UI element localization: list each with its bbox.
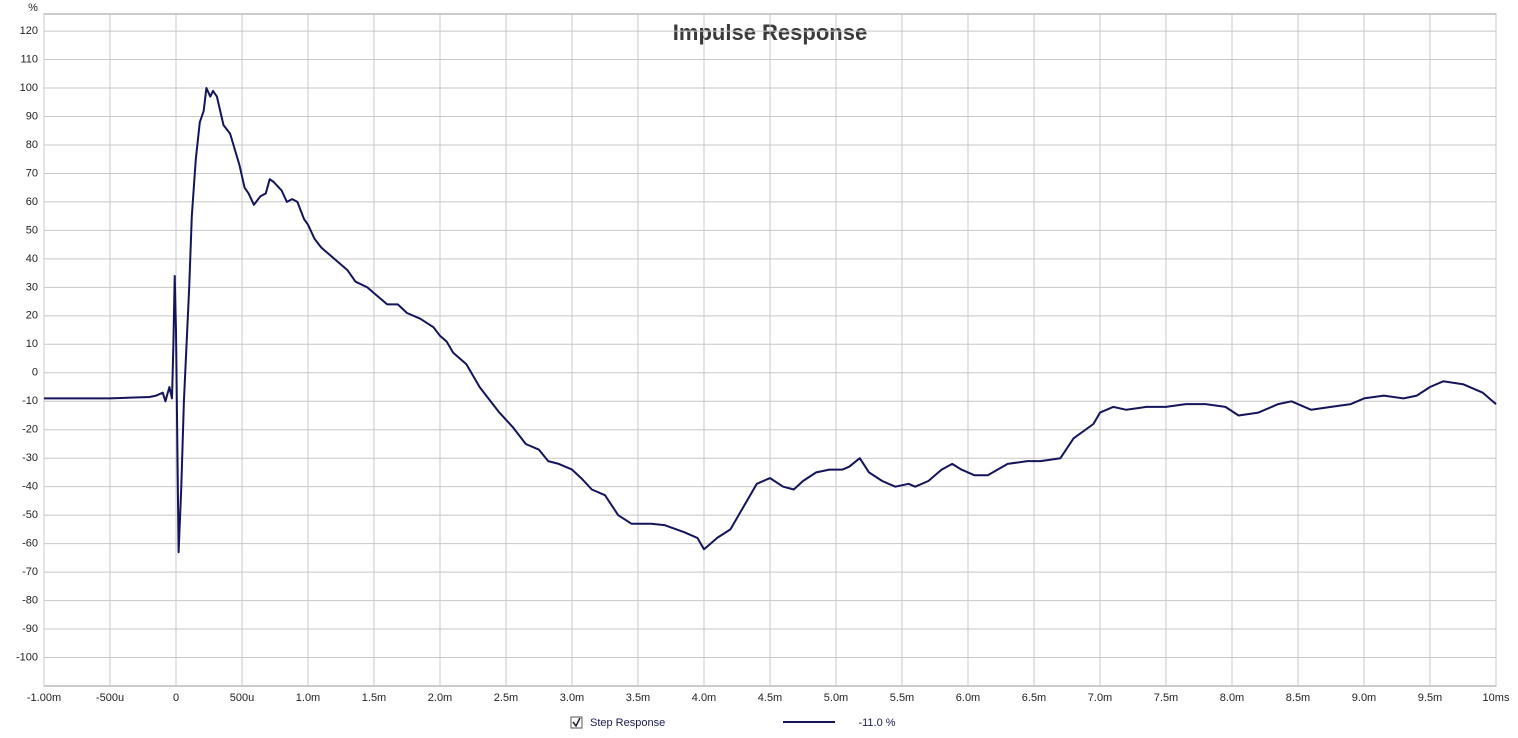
x-tick-label: 1.5m [362, 692, 386, 704]
y-tick-label: 120 [20, 25, 38, 37]
y-tick-label: -80 [22, 594, 38, 606]
y-tick-label: -50 [22, 509, 38, 521]
y-tick-label: -90 [22, 623, 38, 635]
x-tick-label: 9.0m [1352, 692, 1376, 704]
y-tick-label: -100 [16, 651, 38, 663]
x-tick-label: -500u [96, 692, 124, 704]
x-tick-label: 5.5m [890, 692, 914, 704]
y-tick-label: 100 [20, 82, 38, 94]
x-tick-label: 1.0m [296, 692, 320, 704]
y-tick-label: 50 [26, 224, 38, 236]
x-tick-label: 0 [173, 692, 179, 704]
x-tick-label: 7.0m [1088, 692, 1112, 704]
y-tick-label: -60 [22, 538, 38, 550]
legend-label: Step Response [590, 717, 665, 729]
y-tick-label: 90 [26, 110, 38, 122]
y-tick-label: 60 [26, 196, 38, 208]
y-tick-label: 20 [26, 310, 38, 322]
x-tick-label: 8.5m [1286, 692, 1310, 704]
y-tick-label: -20 [22, 424, 38, 436]
y-tick-label: -10 [22, 395, 38, 407]
x-tick-label: 3.0m [560, 692, 584, 704]
x-tick-label: 2.5m [494, 692, 518, 704]
legend: Step Response -11.0 % [570, 716, 896, 729]
x-tick-label: -1.00m [27, 692, 61, 704]
checkmark [572, 717, 581, 728]
legend-value: -11.0 % [858, 717, 895, 729]
x-tick-label: 4.5m [758, 692, 782, 704]
x-tick-label: 3.5m [626, 692, 650, 704]
x-tick-label: 4.0m [692, 692, 716, 704]
y-tick-label: -40 [22, 481, 38, 493]
y-tick-label: 70 [26, 167, 38, 179]
y-tick-label: 30 [26, 281, 38, 293]
x-tick-label: 6.5m [1022, 692, 1046, 704]
x-tick-label: 7.5m [1154, 692, 1178, 704]
x-tick-label: 8.0m [1220, 692, 1244, 704]
y-tick-label: 10 [26, 338, 38, 350]
y-tick-label: 80 [26, 139, 38, 151]
x-tick-label: 2.0m [428, 692, 452, 704]
series-line [44, 87, 1497, 554]
x-tick-label: 6.0m [956, 692, 980, 704]
y-axis-label: % [28, 2, 38, 14]
x-tick-label: 9.5m [1418, 692, 1442, 704]
y-tick-label: 40 [26, 253, 38, 265]
x-tick-label: 500u [230, 692, 254, 704]
y-tick-label: 0 [32, 367, 38, 379]
y-tick-label: -70 [22, 566, 38, 578]
legend-checkbox[interactable] [570, 716, 583, 729]
x-tick-label: 5.0m [824, 692, 848, 704]
y-tick-label: 110 [20, 53, 38, 65]
y-tick-label: -30 [22, 452, 38, 464]
x-tick-label: 10ms [1483, 692, 1510, 704]
